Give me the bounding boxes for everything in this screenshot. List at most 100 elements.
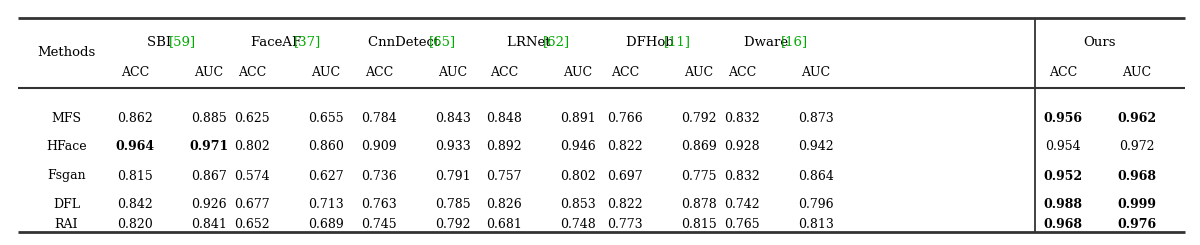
Text: RAI: RAI <box>55 219 78 232</box>
Text: 0.867: 0.867 <box>191 170 227 183</box>
Text: 0.757: 0.757 <box>486 170 522 183</box>
Text: 0.785: 0.785 <box>436 198 470 211</box>
Text: 0.815: 0.815 <box>118 170 152 183</box>
Text: HFace: HFace <box>46 140 86 154</box>
Text: 0.802: 0.802 <box>234 140 270 154</box>
Text: 0.765: 0.765 <box>724 219 760 232</box>
Text: 0.773: 0.773 <box>607 219 643 232</box>
Text: AUC: AUC <box>1122 66 1152 79</box>
Text: 0.928: 0.928 <box>724 140 760 154</box>
Text: 0.946: 0.946 <box>560 140 596 154</box>
Text: 0.689: 0.689 <box>308 219 344 232</box>
Text: 0.964: 0.964 <box>115 140 155 154</box>
Text: [62]: [62] <box>544 36 570 49</box>
Text: 0.820: 0.820 <box>118 219 152 232</box>
Text: LRNet: LRNet <box>506 36 554 49</box>
Text: 0.988: 0.988 <box>1044 198 1082 211</box>
Text: 0.841: 0.841 <box>191 219 227 232</box>
Text: 0.954: 0.954 <box>1045 140 1081 154</box>
Text: AUC: AUC <box>684 66 714 79</box>
Text: 0.878: 0.878 <box>682 198 716 211</box>
Text: 0.792: 0.792 <box>436 219 470 232</box>
Text: 0.909: 0.909 <box>361 140 397 154</box>
Text: AUC: AUC <box>564 66 593 79</box>
Text: AUC: AUC <box>194 66 223 79</box>
Text: 0.891: 0.891 <box>560 111 596 124</box>
Text: ACC: ACC <box>121 66 149 79</box>
Text: Methods: Methods <box>37 47 96 60</box>
Text: 0.860: 0.860 <box>308 140 344 154</box>
Text: 0.843: 0.843 <box>436 111 470 124</box>
Text: 0.802: 0.802 <box>560 170 596 183</box>
Text: 0.968: 0.968 <box>1044 219 1082 232</box>
Text: 0.848: 0.848 <box>486 111 522 124</box>
Text: 0.832: 0.832 <box>724 170 760 183</box>
Text: 0.574: 0.574 <box>234 170 270 183</box>
Text: Fsgan: Fsgan <box>47 170 86 183</box>
Text: ACC: ACC <box>611 66 640 79</box>
Text: 0.792: 0.792 <box>682 111 716 124</box>
Text: 0.968: 0.968 <box>1117 170 1157 183</box>
Text: AUC: AUC <box>802 66 830 79</box>
Text: 0.763: 0.763 <box>361 198 397 211</box>
Text: ACC: ACC <box>1049 66 1078 79</box>
Text: 0.713: 0.713 <box>308 198 344 211</box>
Text: 0.972: 0.972 <box>1120 140 1154 154</box>
Text: Ours: Ours <box>1084 36 1116 49</box>
Text: ACC: ACC <box>728 66 756 79</box>
Text: 0.942: 0.942 <box>798 140 834 154</box>
Text: ACC: ACC <box>238 66 266 79</box>
Text: 0.933: 0.933 <box>436 140 470 154</box>
Text: 0.862: 0.862 <box>118 111 152 124</box>
Text: 0.822: 0.822 <box>607 140 643 154</box>
Text: 0.784: 0.784 <box>361 111 397 124</box>
Text: SBI: SBI <box>148 36 176 49</box>
Text: 0.999: 0.999 <box>1117 198 1157 211</box>
Text: 0.627: 0.627 <box>308 170 344 183</box>
Text: CnnDetect: CnnDetect <box>368 36 443 49</box>
Text: 0.869: 0.869 <box>682 140 716 154</box>
Text: [37]: [37] <box>294 36 320 49</box>
Text: Dware: Dware <box>744 36 793 49</box>
Text: 0.853: 0.853 <box>560 198 596 211</box>
Text: 0.748: 0.748 <box>560 219 596 232</box>
Text: [65]: [65] <box>428 36 456 49</box>
Text: [11]: [11] <box>664 36 691 49</box>
Text: 0.832: 0.832 <box>724 111 760 124</box>
Text: 0.681: 0.681 <box>486 219 522 232</box>
Text: 0.652: 0.652 <box>234 219 270 232</box>
Text: DFL: DFL <box>53 198 80 211</box>
Text: ACC: ACC <box>490 66 518 79</box>
Text: 0.736: 0.736 <box>361 170 397 183</box>
Text: 0.775: 0.775 <box>682 170 716 183</box>
Text: AUC: AUC <box>312 66 341 79</box>
Text: [16]: [16] <box>781 36 808 49</box>
Text: 0.791: 0.791 <box>436 170 470 183</box>
Text: 0.822: 0.822 <box>607 198 643 211</box>
Text: 0.697: 0.697 <box>607 170 643 183</box>
Text: 0.745: 0.745 <box>361 219 397 232</box>
Text: 0.885: 0.885 <box>191 111 227 124</box>
Text: 0.976: 0.976 <box>1117 219 1157 232</box>
Text: [59]: [59] <box>169 36 196 49</box>
Text: ACC: ACC <box>365 66 394 79</box>
Text: 0.962: 0.962 <box>1117 111 1157 124</box>
Text: 0.655: 0.655 <box>308 111 344 124</box>
Text: DFHob: DFHob <box>625 36 678 49</box>
Text: 0.956: 0.956 <box>1044 111 1082 124</box>
Text: 0.826: 0.826 <box>486 198 522 211</box>
Text: MFS: MFS <box>52 111 82 124</box>
Text: 0.842: 0.842 <box>118 198 152 211</box>
Text: 0.971: 0.971 <box>190 140 229 154</box>
Text: 0.766: 0.766 <box>607 111 643 124</box>
Text: 0.625: 0.625 <box>234 111 270 124</box>
Text: 0.677: 0.677 <box>234 198 270 211</box>
Text: AUC: AUC <box>438 66 468 79</box>
Text: 0.892: 0.892 <box>486 140 522 154</box>
Text: 0.813: 0.813 <box>798 219 834 232</box>
Text: 0.873: 0.873 <box>798 111 834 124</box>
Text: FaceAF: FaceAF <box>252 36 306 49</box>
Text: 0.815: 0.815 <box>682 219 716 232</box>
Text: 0.926: 0.926 <box>191 198 227 211</box>
Text: 0.952: 0.952 <box>1044 170 1082 183</box>
